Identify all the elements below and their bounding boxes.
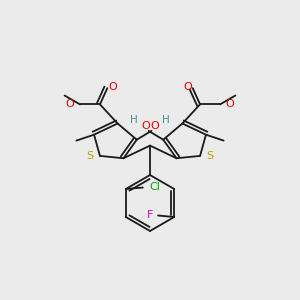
Text: S: S: [86, 151, 94, 161]
Text: O: O: [225, 99, 234, 110]
Text: O: O: [66, 99, 75, 110]
Text: S: S: [206, 151, 214, 161]
Text: F: F: [147, 210, 153, 220]
Text: H: H: [130, 115, 138, 125]
Text: Cl: Cl: [149, 182, 160, 192]
Text: O: O: [108, 82, 117, 92]
Text: H: H: [162, 115, 170, 125]
Text: O: O: [141, 122, 150, 131]
Text: O: O: [183, 82, 192, 92]
Text: O: O: [150, 122, 159, 131]
